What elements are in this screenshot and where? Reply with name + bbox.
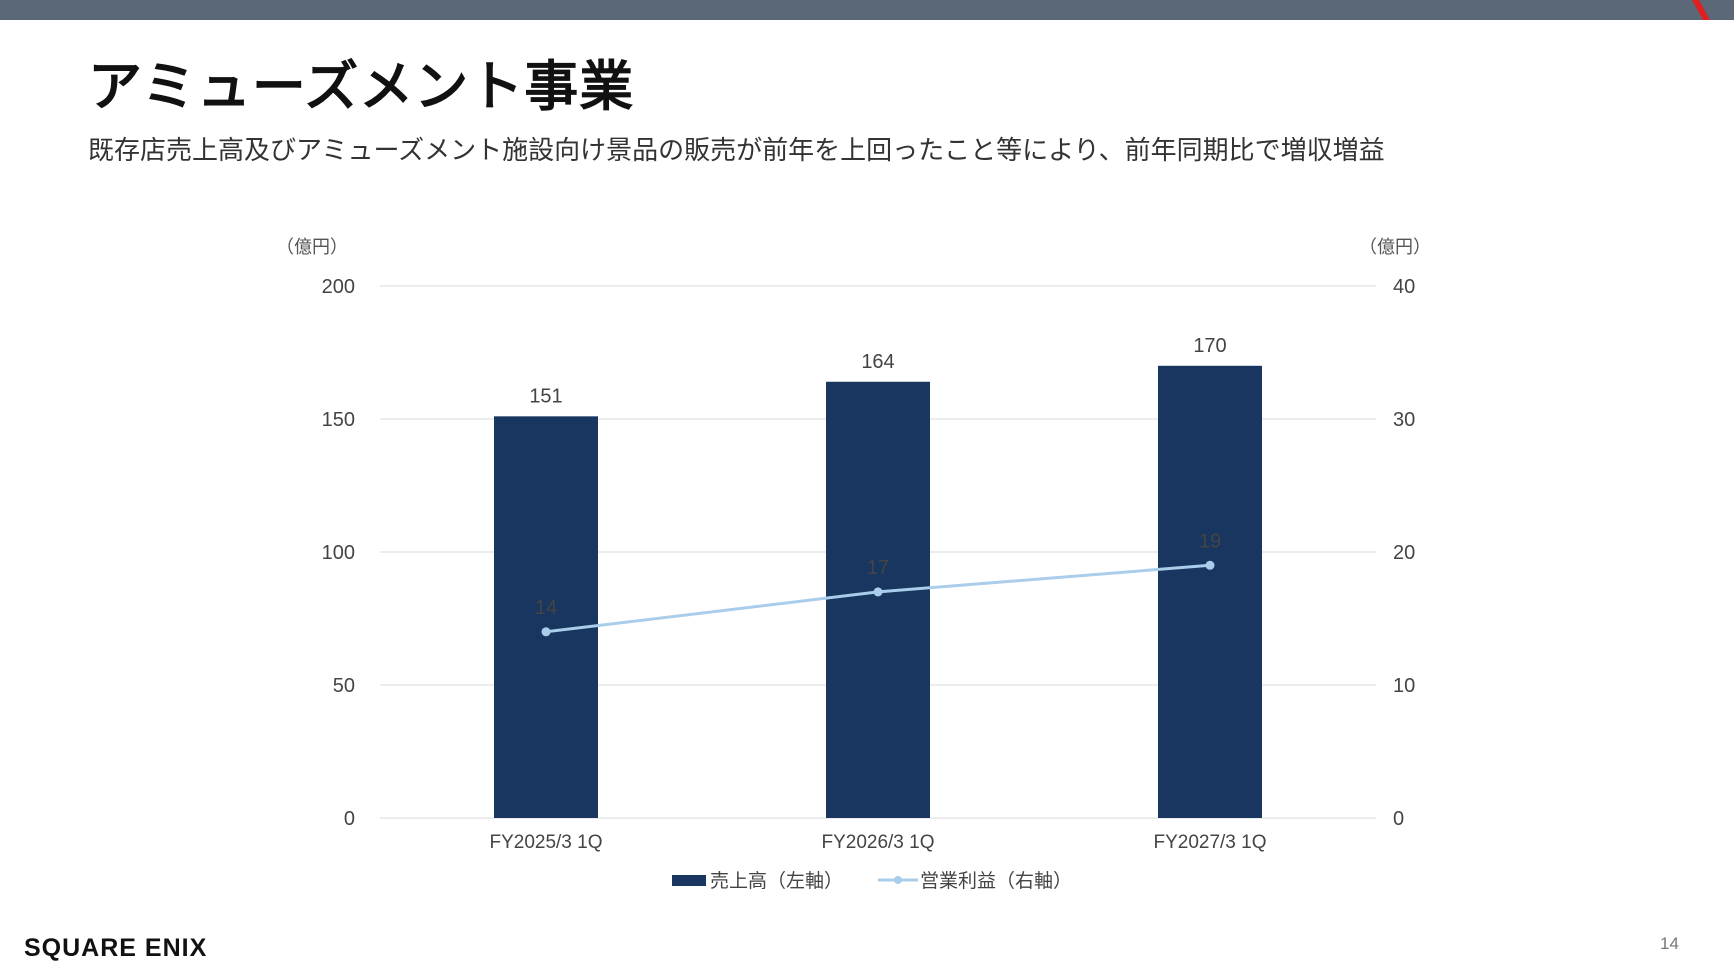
category-label: FY2025/3 1Q [489,832,602,853]
line-point [1205,560,1215,570]
bar-data-label: 170 [1193,335,1226,357]
bar-series: 151 164 170 [494,335,1262,818]
legend-bar-swatch [672,875,706,886]
legend-line-label: 営業利益（右軸） [920,870,1072,892]
legend-line-marker [894,876,902,884]
right-tick-label: 20 [1393,542,1415,564]
left-axis-unit: （億円） [276,237,348,258]
page-title: アミューズメント事業 [88,55,635,118]
right-tick-label: 30 [1393,409,1415,431]
bar [494,416,598,818]
line-data-label: 19 [1199,530,1221,552]
right-axis-unit: （億円） [1359,237,1431,258]
left-tick-label: 150 [322,409,355,431]
left-axis-ticks: 0 50 100 150 200 [322,276,355,830]
line-point [541,627,551,637]
corner-accent-mark [1692,0,1710,20]
right-tick-label: 40 [1393,276,1415,298]
page-number: 14 [1660,934,1679,953]
category-labels: FY2025/3 1Q FY2026/3 1Q FY2027/3 1Q [489,832,1266,853]
page-subtitle: 既存店売上高及びアミューズメント施設向け景品の販売が前年を上回ったこと等により、… [88,136,1385,166]
left-tick-label: 0 [344,808,355,830]
category-label: FY2026/3 1Q [821,832,934,853]
bar [1158,365,1262,818]
bar-data-label: 151 [529,385,562,407]
top-bar [0,0,1734,20]
bar-data-label: 164 [861,351,894,373]
left-tick-label: 200 [322,276,355,298]
left-tick-label: 50 [333,675,355,697]
right-tick-label: 10 [1393,675,1415,697]
line-point [873,587,883,597]
line-data-label: 17 [867,557,889,579]
left-tick-label: 100 [322,542,355,564]
bar [826,381,930,818]
legend-bar-label: 売上高（左軸） [710,870,843,892]
legend: 売上高（左軸） 営業利益（右軸） [672,870,1072,892]
line-series: 14 17 19 [535,530,1221,637]
line-data-label: 14 [535,597,557,619]
square-enix-logo: SQUARE ENIX [24,934,208,962]
right-tick-label: 0 [1393,808,1404,830]
right-axis-ticks: 0 10 20 30 40 [1393,276,1415,830]
category-label: FY2027/3 1Q [1153,832,1266,853]
